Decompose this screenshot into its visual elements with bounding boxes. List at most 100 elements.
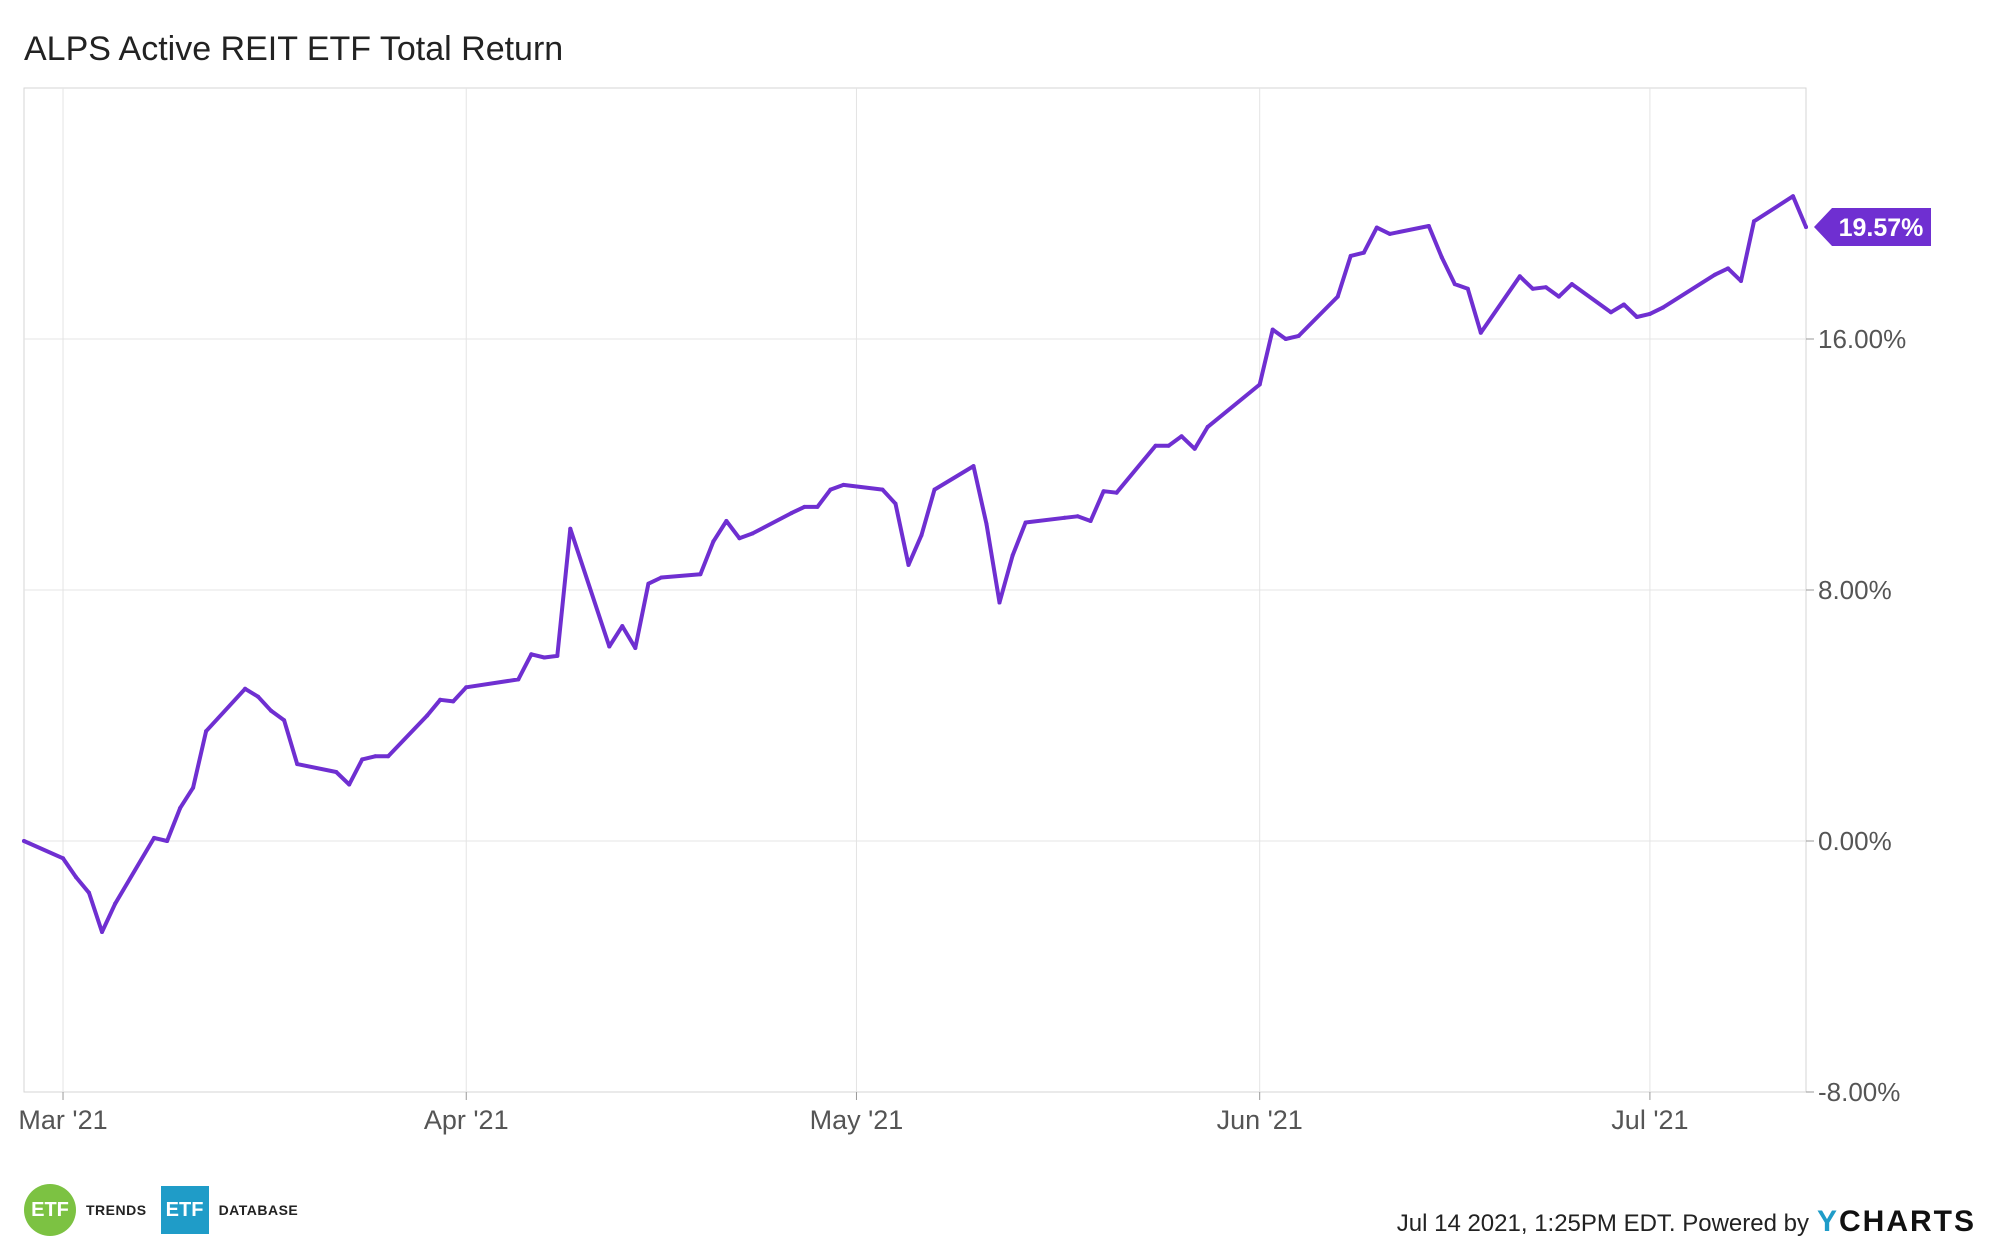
data-point	[555, 653, 560, 658]
data-point	[425, 713, 430, 718]
data-point	[438, 697, 443, 702]
data-point	[1062, 515, 1067, 520]
data-point	[1712, 272, 1717, 277]
ycharts-logo-y: Y	[1816, 1205, 1839, 1238]
footer-attribution: Jul 14 2021, 1:25PM EDT. Powered by YCHA…	[1397, 1205, 1976, 1239]
data-point	[1647, 311, 1652, 316]
series-line	[22, 194, 1808, 934]
data-point	[516, 677, 521, 682]
data-point	[360, 757, 365, 762]
data-point	[1283, 337, 1288, 341]
data-point	[1023, 520, 1028, 525]
data-point	[282, 718, 287, 723]
data-point	[1192, 446, 1197, 451]
grid	[23, 87, 1807, 1093]
data-point	[1439, 255, 1444, 260]
data-point	[789, 511, 794, 516]
data-point	[932, 487, 937, 492]
chart-title: ALPS Active REIT ETF Total Return	[24, 30, 564, 68]
data-point	[1726, 266, 1730, 271]
data-point	[204, 729, 209, 734]
footer-logos: ETF TRENDS ETF DATABASE	[24, 1184, 299, 1236]
x-tick-label: Apr '21	[424, 1105, 509, 1135]
data-point	[698, 572, 703, 577]
data-point	[451, 699, 456, 704]
data-point	[620, 624, 625, 629]
data-point	[178, 806, 183, 811]
last-value-label: 19.57%	[1839, 214, 1924, 242]
data-point	[607, 644, 612, 649]
data-point	[971, 464, 976, 469]
data-point	[1257, 382, 1262, 387]
ycharts-logo-text: CHARTS	[1839, 1205, 1976, 1238]
x-axis: Mar '21 Apr '21 May '21 Jun '21 Jul '21	[18, 1092, 1689, 1135]
data-point	[1270, 327, 1275, 332]
data-point	[815, 504, 820, 509]
data-point	[997, 600, 1002, 605]
y-tick-label: -8.00%	[1818, 1077, 1900, 1107]
data-point	[1634, 315, 1639, 319]
data-point	[1166, 443, 1171, 448]
data-point	[711, 539, 716, 544]
data-point	[334, 770, 339, 774]
data-point	[1361, 250, 1366, 255]
data-point	[893, 501, 898, 506]
ycharts-logo[interactable]: YCHARTS	[1817, 1205, 1976, 1239]
x-tick-label: May '21	[810, 1105, 904, 1135]
etf-database-logo-icon: ETF	[160, 1186, 209, 1234]
data-point	[750, 531, 755, 536]
data-point	[984, 522, 989, 527]
data-point	[152, 835, 157, 840]
data-point	[165, 839, 170, 843]
data-point	[386, 754, 391, 759]
data-point	[269, 708, 274, 713]
data-point	[1556, 294, 1561, 299]
x-tick-label: Jun '21	[1217, 1105, 1303, 1135]
data-point	[295, 762, 300, 767]
data-point	[1114, 490, 1119, 495]
data-point	[828, 487, 833, 492]
y-axis: 16.00% 8.00% 0.00% -8.00%	[1806, 324, 1906, 1107]
data-point	[1075, 514, 1080, 519]
data-point	[1752, 219, 1756, 224]
etf-trends-logo-icon: ETF	[24, 1184, 76, 1236]
data-point	[1374, 225, 1379, 230]
last-value-badge-group: 19.57%	[1814, 207, 1931, 246]
data-point	[1660, 305, 1665, 310]
data-point	[1465, 286, 1470, 291]
data-point	[633, 646, 638, 650]
data-point	[1387, 231, 1392, 236]
data-point	[1101, 489, 1106, 494]
data-point	[1791, 194, 1795, 199]
data-point	[1179, 434, 1184, 439]
data-point	[841, 482, 846, 487]
data-point	[1608, 310, 1613, 315]
series-layer	[22, 194, 1808, 934]
data-point	[724, 519, 729, 523]
data-point	[1478, 330, 1483, 335]
data-point	[191, 785, 196, 790]
data-point	[347, 782, 352, 787]
data-point	[1088, 519, 1093, 523]
data-point	[113, 901, 118, 906]
etf-database-logo-text: DATABASE	[218, 1202, 299, 1218]
data-point	[100, 930, 104, 934]
data-point	[74, 875, 78, 880]
data-point	[737, 536, 742, 541]
data-point	[919, 533, 924, 538]
data-point	[373, 754, 378, 759]
data-point	[1739, 279, 1743, 283]
data-point	[880, 487, 885, 492]
data-point	[61, 856, 65, 861]
data-point	[1530, 286, 1535, 291]
data-point	[87, 890, 91, 895]
data-point	[529, 652, 534, 657]
data-point	[1621, 302, 1626, 307]
data-point	[1804, 225, 1808, 229]
data-point	[1452, 282, 1457, 287]
y-tick-label: 0.00%	[1818, 826, 1892, 856]
data-point	[464, 685, 469, 690]
x-tick-label: Jul '21	[1611, 1105, 1688, 1135]
last-value-badge	[1814, 207, 1931, 246]
data-point	[1348, 253, 1353, 258]
